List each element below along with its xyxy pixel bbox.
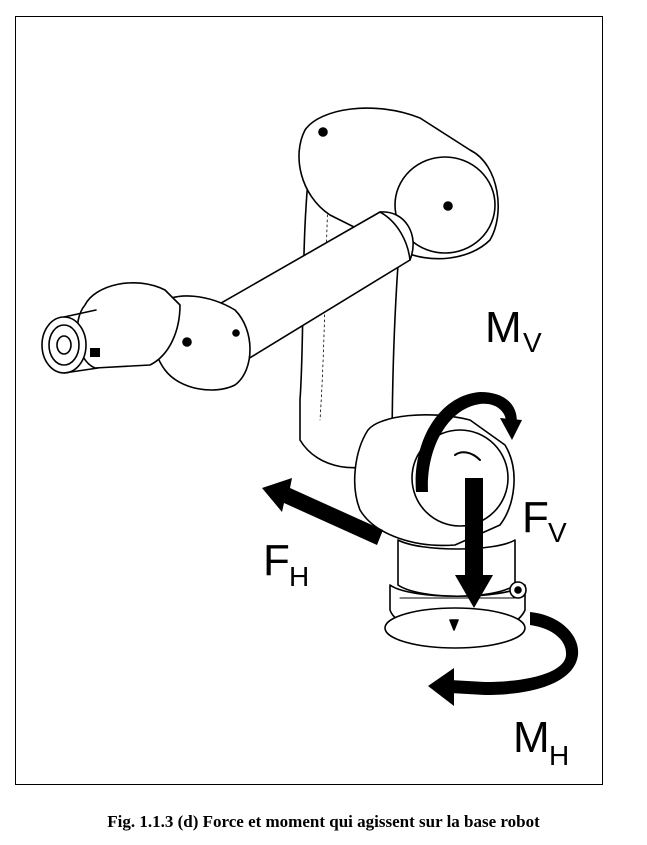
figure-caption: Fig. 1.1.3 (d) Force et moment qui agiss… xyxy=(107,812,540,831)
mv-moment-arrow xyxy=(415,392,517,492)
fh-label-subscript: H xyxy=(289,561,309,592)
mh-label: M xyxy=(513,713,550,762)
robot-base-body xyxy=(397,539,516,598)
mv-label-subscript: V xyxy=(523,327,542,358)
shoulder-cap xyxy=(411,429,509,527)
fh-force-arrow xyxy=(262,478,383,545)
fh-label: F xyxy=(263,536,290,585)
mh-moment-arrow xyxy=(450,612,579,695)
fv-force-arrow xyxy=(465,478,483,578)
mh-label-subscript: H xyxy=(549,740,569,771)
mv-label: M xyxy=(485,303,522,352)
fv-label: F xyxy=(522,493,549,542)
fv-label-subscript: V xyxy=(548,517,567,548)
